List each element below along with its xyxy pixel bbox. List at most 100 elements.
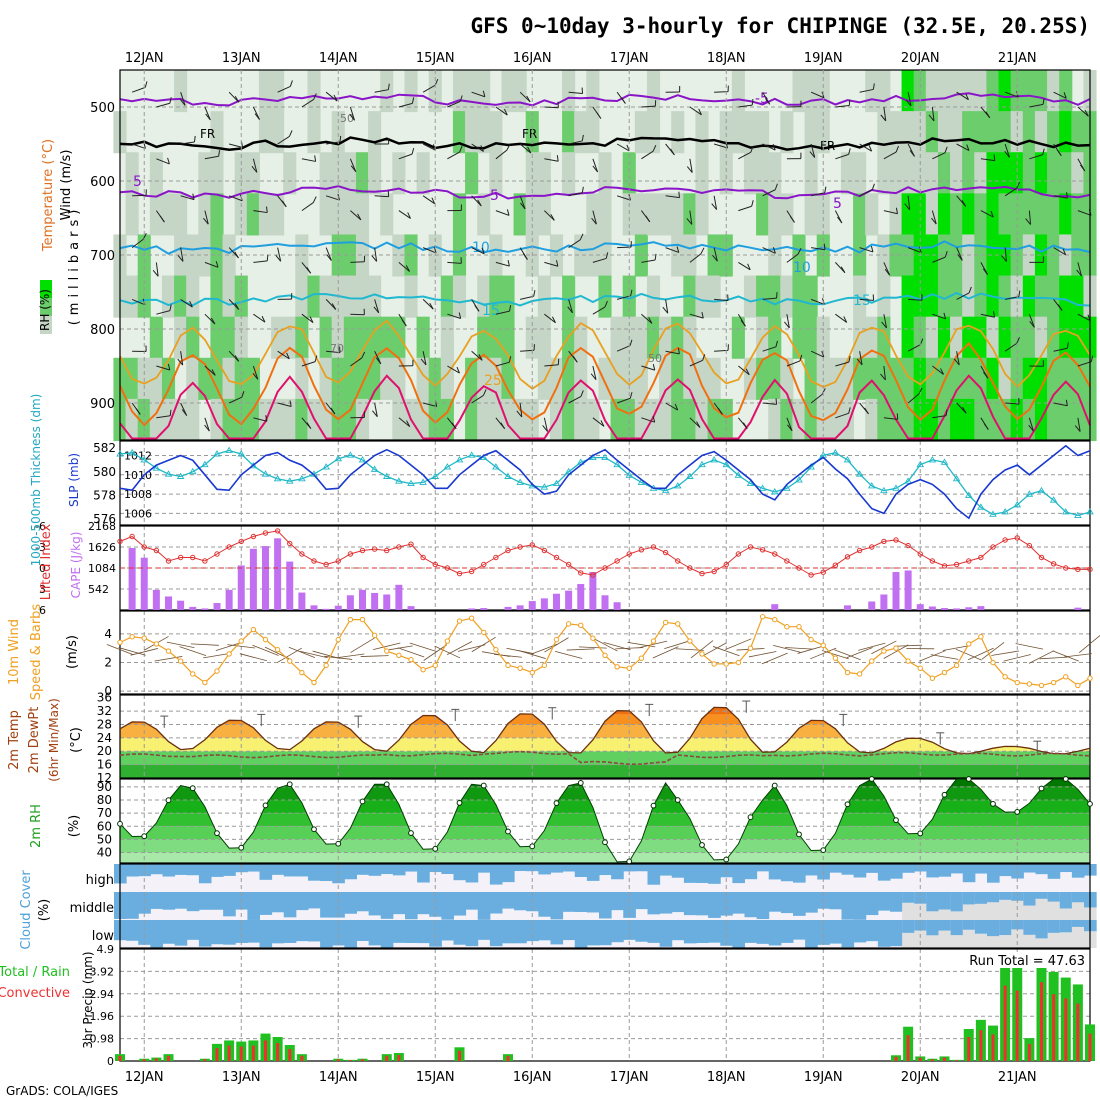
rh-cell	[319, 193, 333, 236]
rh-cell	[149, 398, 163, 441]
wind-barb	[568, 299, 573, 313]
upper-unit-label: (millibars)	[67, 205, 82, 326]
wind-barb	[1028, 417, 1034, 432]
wind-barb	[883, 417, 898, 420]
cloud-cell	[174, 920, 188, 946]
wind-barb	[1004, 143, 1010, 158]
cloud-cell	[793, 892, 806, 916]
wind-barb-flag	[944, 146, 948, 153]
li-point	[626, 551, 632, 557]
cape-bar	[916, 604, 924, 610]
rh-cell	[671, 111, 685, 154]
wind-barb-flag	[600, 420, 605, 427]
wind10-barb	[883, 644, 909, 659]
wind-barb	[738, 261, 751, 271]
precip-conv-bar	[336, 1059, 340, 1061]
wind-barb-flag	[775, 398, 778, 405]
wind-barb	[592, 257, 607, 263]
thickness-point	[540, 483, 549, 490]
wind10-point	[953, 662, 960, 669]
cloud-cell	[126, 920, 139, 941]
rh-cell	[149, 357, 163, 400]
rh-cell	[1034, 152, 1049, 195]
rh-cell	[392, 234, 406, 277]
rh-cell	[646, 193, 661, 236]
wind-barb	[592, 365, 597, 380]
cloud-cell	[186, 864, 200, 876]
wind-barb-flag	[520, 202, 526, 210]
precip-conv-bar	[264, 1040, 267, 1061]
rh-cell	[222, 234, 236, 277]
wind-barb	[956, 247, 963, 261]
wind-barb	[471, 350, 483, 361]
wind-barb	[1004, 342, 1018, 352]
rh-cell	[1071, 152, 1085, 195]
li-point	[1038, 554, 1045, 561]
li-point	[117, 538, 123, 545]
wind-barb	[665, 402, 678, 411]
wind-barb-flag	[620, 97, 626, 104]
cloud-cell	[987, 920, 1000, 937]
li-point	[1087, 566, 1093, 573]
cloud-cell	[465, 892, 479, 910]
wind-barb	[665, 350, 680, 355]
wind-barb-flag	[266, 206, 268, 213]
rh-cell	[246, 193, 260, 236]
rh-cell	[1047, 398, 1061, 441]
isotherm-5	[119, 319, 1091, 390]
wind-barb-flag	[1066, 342, 1069, 349]
wind-barb-flag	[698, 108, 702, 116]
wind10-barb	[397, 647, 425, 658]
li-point	[214, 551, 220, 557]
label-p5-2: 5	[490, 188, 499, 204]
cape-bar	[395, 584, 403, 610]
rh-cell	[998, 70, 1012, 113]
cloud-level-middle: middle	[70, 901, 114, 916]
wind-barb	[398, 262, 410, 272]
thickness-point	[964, 491, 973, 498]
rh-cell	[598, 193, 612, 236]
rh2-point	[553, 800, 560, 807]
wind-barb	[301, 158, 316, 162]
cloud-cell	[635, 892, 648, 910]
wind-barb	[325, 247, 332, 261]
rh-cell	[489, 398, 503, 441]
rh-cell	[925, 316, 939, 359]
wind-barb	[131, 86, 146, 93]
cape-bar	[407, 606, 415, 610]
wind10-barb	[578, 646, 607, 649]
wind-barb	[422, 84, 436, 93]
rh-cell	[210, 398, 224, 441]
wind-barb	[349, 106, 356, 121]
cloud-cell	[744, 864, 758, 880]
thickness-point	[455, 456, 464, 463]
wind10-point	[650, 638, 657, 644]
wind-barb	[689, 253, 702, 263]
wind-barb-flag	[1074, 425, 1081, 432]
wind-barb-flag	[349, 114, 355, 121]
wind-barb	[665, 195, 680, 199]
cape-tick-1084: 1084	[88, 562, 116, 575]
panel-frame	[119, 610, 1091, 695]
wind10-label-1: 10m Wind	[7, 619, 22, 685]
wind-barb-flag	[189, 300, 193, 308]
wind10-barb	[1015, 643, 1044, 650]
wind-barb-flag	[945, 409, 948, 416]
rh-cell	[440, 316, 454, 359]
cloud-cell	[756, 864, 770, 872]
wind10-point	[287, 658, 293, 664]
wind10-point	[759, 614, 766, 620]
wind-barb	[495, 261, 510, 267]
rh-cell	[452, 111, 467, 154]
precip-conv-bar	[955, 1060, 959, 1061]
bottom-date-7: 19JAN	[804, 1070, 843, 1085]
wind-barb-flag	[797, 247, 802, 255]
rh-cell	[950, 357, 964, 400]
rh-cell	[234, 398, 248, 441]
cloud-cell	[696, 864, 709, 883]
li-point	[1014, 535, 1020, 541]
cape-bar	[953, 608, 961, 610]
cape-bar	[201, 608, 209, 610]
wind-barb-flag	[895, 145, 900, 153]
panel-frame	[119, 69, 1091, 441]
